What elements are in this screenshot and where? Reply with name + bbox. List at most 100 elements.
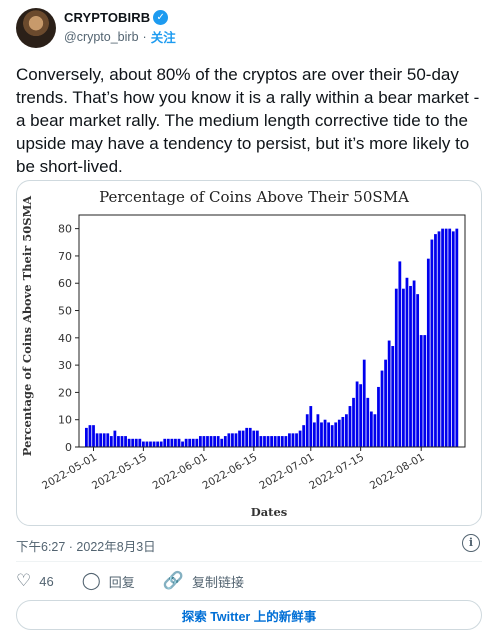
chart-bar: [377, 386, 380, 447]
chart-bar: [423, 335, 427, 447]
chart-bar: [141, 441, 145, 447]
reply-label: 回复: [108, 574, 135, 590]
chart-bar: [352, 397, 355, 447]
chart-bar: [127, 438, 131, 447]
chart-bar: [362, 359, 366, 447]
chart-bar: [156, 441, 160, 447]
chart-bar: [152, 441, 156, 447]
chart-bar: [270, 436, 273, 447]
chart-bar: [444, 228, 448, 447]
chart-bar: [398, 261, 402, 447]
author-info: CRYPTOBIRB ✓ @crypto_birb · 关注: [64, 10, 176, 46]
chart-bar: [369, 411, 373, 447]
y-tick-label: 10: [58, 414, 72, 427]
chart-bar: [266, 436, 270, 447]
chart-bar: [195, 438, 199, 447]
chart-bar: [117, 436, 120, 447]
chart-bar: [131, 438, 135, 447]
chart-bar: [309, 406, 313, 447]
y-tick-label: 60: [58, 277, 72, 290]
chart-bar: [302, 425, 306, 447]
chart-bar: [220, 438, 224, 447]
chart-bar: [170, 438, 174, 447]
chart-bar: [206, 436, 209, 447]
chart-bar: [280, 436, 284, 447]
display-name-row[interactable]: CRYPTOBIRB ✓: [64, 10, 176, 25]
chart-bar: [88, 425, 92, 447]
chart-bars: [85, 228, 459, 447]
verified-badge-icon: ✓: [153, 10, 169, 25]
chart-bar: [213, 436, 217, 447]
x-tick-label: 2022-05-15: [90, 451, 149, 492]
chart-bar: [124, 436, 127, 447]
chart-bar: [109, 436, 113, 447]
divider: [16, 561, 482, 562]
chart-bar: [181, 441, 184, 447]
reply-bubble-icon: ◯: [81, 571, 101, 590]
y-tick-label: 40: [58, 332, 72, 345]
chart-bar: [223, 436, 227, 447]
chart-bar: [288, 433, 291, 447]
chart-bar: [316, 414, 320, 447]
x-tick-label: 2022-05-01: [40, 451, 99, 492]
info-icon[interactable]: i: [462, 534, 480, 552]
chart-bar: [416, 294, 420, 447]
chart-xlabel: Dates: [251, 505, 288, 519]
chart-bar: [334, 422, 338, 447]
x-tick-label: 2022-06-01: [151, 451, 210, 492]
chart-bar: [163, 438, 167, 447]
chart-bar: [441, 228, 444, 447]
handle[interactable]: @crypto_birb: [64, 29, 139, 44]
action-bar: ♡ 46 ◯ 回复 🔗 复制链接: [16, 570, 272, 592]
y-tick-label: 80: [58, 223, 72, 236]
chart-bar: [277, 436, 281, 447]
chart-bar: [384, 359, 387, 447]
chart-bar: [120, 436, 124, 447]
chart-bar: [295, 433, 298, 447]
follow-button[interactable]: 关注: [150, 31, 176, 45]
explore-twitter-button[interactable]: 探索 Twitter 上的新鲜事: [16, 600, 482, 630]
chart-bar: [102, 433, 106, 447]
chart-bar: [330, 425, 334, 447]
chart-bar: [145, 441, 149, 447]
chart-bar: [273, 436, 277, 447]
avatar[interactable]: [16, 8, 56, 48]
reply-button[interactable]: ◯ 回复: [82, 571, 135, 591]
chart-bar: [426, 258, 430, 447]
tweet-timestamp[interactable]: 下午6:27 · 2022年8月3日: [16, 540, 156, 554]
chart-bar: [245, 427, 249, 447]
chart-bar: [174, 438, 177, 447]
y-tick-label: 20: [58, 386, 72, 399]
chart-bar: [405, 277, 409, 447]
chart-bar: [451, 231, 455, 447]
chart-bar: [263, 436, 266, 447]
chart-bar: [191, 438, 195, 447]
chart-bar: [138, 438, 142, 447]
chart-bar: [312, 422, 316, 447]
tweet-header: CRYPTOBIRB ✓ @crypto_birb · 关注: [16, 6, 476, 50]
chart-bar: [184, 438, 188, 447]
chart-bar: [320, 422, 323, 447]
chart-bar: [455, 228, 459, 447]
chart-bar: [409, 285, 412, 447]
y-tick-label: 30: [58, 359, 72, 372]
display-name[interactable]: CRYPTOBIRB: [64, 10, 151, 25]
chart-bar: [434, 234, 437, 447]
copy-link-label: 复制链接: [191, 574, 244, 590]
chart-bar: [134, 438, 138, 447]
copy-link-button[interactable]: 🔗 复制链接: [163, 571, 244, 591]
like-button[interactable]: ♡ 46: [16, 571, 54, 591]
chart-bar: [198, 436, 202, 447]
chart-bar: [355, 381, 359, 447]
chart-bar: [394, 288, 398, 447]
chart-image[interactable]: Percentage of Coins Above Their 50SMA Pe…: [16, 180, 482, 526]
chart-bar: [113, 430, 117, 447]
chart-bar: [106, 433, 110, 447]
x-tick-label: 2022-06-15: [200, 451, 259, 492]
chart-bar: [159, 441, 163, 447]
chart-bar: [387, 340, 391, 447]
plot-frame: [78, 214, 466, 448]
chart-bar: [391, 346, 395, 447]
chart-bar: [341, 416, 345, 447]
chart-bar: [291, 433, 295, 447]
